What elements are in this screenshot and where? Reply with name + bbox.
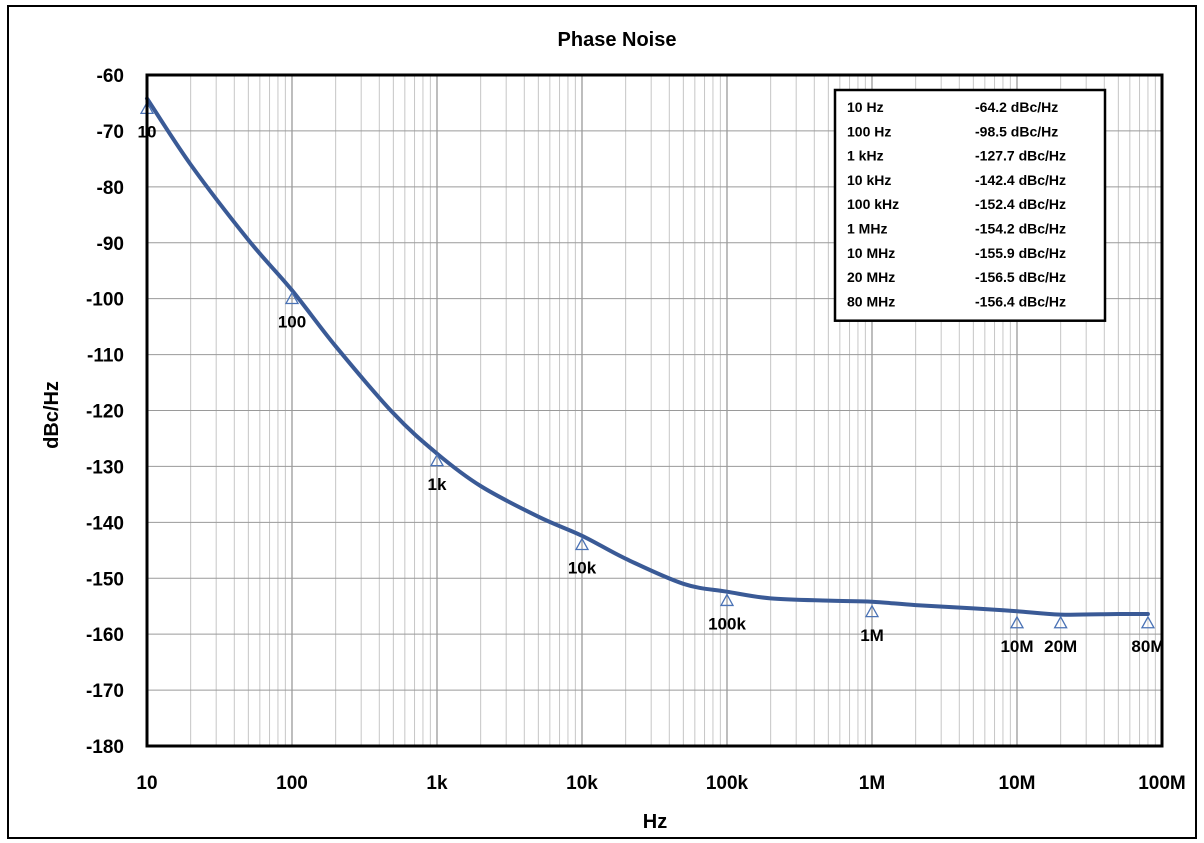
legend-frequency: 1 kHz — [847, 148, 884, 164]
x-tick-label: 10k — [566, 773, 598, 794]
x-tick-label: 10M — [999, 773, 1036, 794]
data-marker-triangle — [1009, 615, 1025, 629]
chart-title: Phase Noise — [558, 29, 677, 51]
y-tick-label: -110 — [87, 346, 124, 367]
series-lines — [145, 96, 1150, 617]
legend-table: 10 Hz -64.2 dBc/Hz 100 Hz -98.5 dBc/Hz 1 kHz… — [833, 88, 1107, 322]
data-marker-triangle — [1140, 615, 1156, 629]
y-tick-label: -130 — [86, 457, 124, 478]
y-tick-label: -150 — [86, 569, 124, 590]
y-tick-label: -90 — [97, 234, 124, 255]
x-tick-label: 100 — [276, 773, 308, 794]
y-tick-label: -170 — [86, 681, 124, 702]
legend-box — [833, 88, 1107, 322]
chart-frame — [7, 5, 1197, 839]
data-marker-label: 10M — [1000, 637, 1033, 656]
legend-value: -152.4 dBc/Hz — [975, 196, 1066, 212]
legend-frequency: 10 kHz — [847, 172, 891, 188]
x-tick-label: 1k — [426, 773, 448, 794]
axis-tick-labels: -60 -70 -80 -90 -100 -110 -120 -130 -140 -150 -160… — [86, 66, 1186, 794]
data-marker-triangle — [719, 593, 735, 607]
legend-value: -98.5 dBc/Hz — [975, 123, 1058, 139]
data-marker-triangle — [864, 604, 880, 618]
legend-frequency: 20 MHz — [847, 269, 895, 285]
legend-value: -155.9 dBc/Hz — [975, 245, 1066, 261]
data-marker-label: 100 — [278, 313, 306, 332]
data-marker-triangle — [1053, 615, 1068, 629]
x-axis-label: Hz — [643, 811, 667, 833]
x-tick-label: 100M — [1138, 773, 1186, 794]
y-tick-label: -120 — [86, 402, 124, 423]
grid-lines — [146, 74, 1162, 747]
plot-area-border — [145, 73, 1164, 748]
y-tick-label: -140 — [86, 513, 124, 534]
y-tick-label: -160 — [86, 625, 124, 646]
y-tick-label: -70 — [97, 122, 124, 143]
legend-value: -156.4 dBc/Hz — [975, 293, 1066, 309]
data-marker-label: 1k — [428, 475, 447, 494]
y-tick-label: -180 — [86, 737, 124, 758]
legend-value: -154.2 dBc/Hz — [975, 221, 1066, 237]
x-tick-label: 100k — [706, 773, 749, 794]
data-marker-label: 20M — [1044, 637, 1077, 656]
legend-value: -142.4 dBc/Hz — [975, 172, 1066, 188]
legend-frequency: 1 MHz — [847, 221, 887, 237]
data-marker-triangle — [574, 537, 590, 551]
legend-value: -156.5 dBc/Hz — [975, 269, 1066, 285]
data-marker-label: 100k — [708, 615, 746, 634]
data-marker-triangle — [284, 291, 300, 305]
phase-noise-series-line — [145, 96, 1150, 617]
legend-value: -127.7 dBc/Hz — [975, 148, 1066, 164]
y-axis-label: dBc/Hz — [41, 381, 63, 449]
y-tick-label: -60 — [97, 66, 124, 87]
y-tick-label: -80 — [97, 178, 124, 199]
y-tick-label: -100 — [86, 290, 124, 311]
legend-value: -64.2 dBc/Hz — [975, 99, 1058, 115]
data-marker-triangle — [429, 453, 445, 467]
data-marker-label: 80M — [1131, 637, 1164, 656]
legend-frequency: 100 Hz — [847, 123, 891, 139]
data-marker-label: 1M — [860, 626, 884, 645]
legend-frequency: 10 MHz — [847, 245, 895, 261]
x-tick-label: 1M — [859, 773, 885, 794]
legend-frequency: 100 kHz — [847, 196, 899, 212]
legend-frequency: 10 Hz — [847, 99, 884, 115]
data-marker-label: 10k — [568, 559, 597, 578]
legend-frequency: 80 MHz — [847, 293, 895, 309]
x-tick-label: 10 — [136, 773, 157, 794]
